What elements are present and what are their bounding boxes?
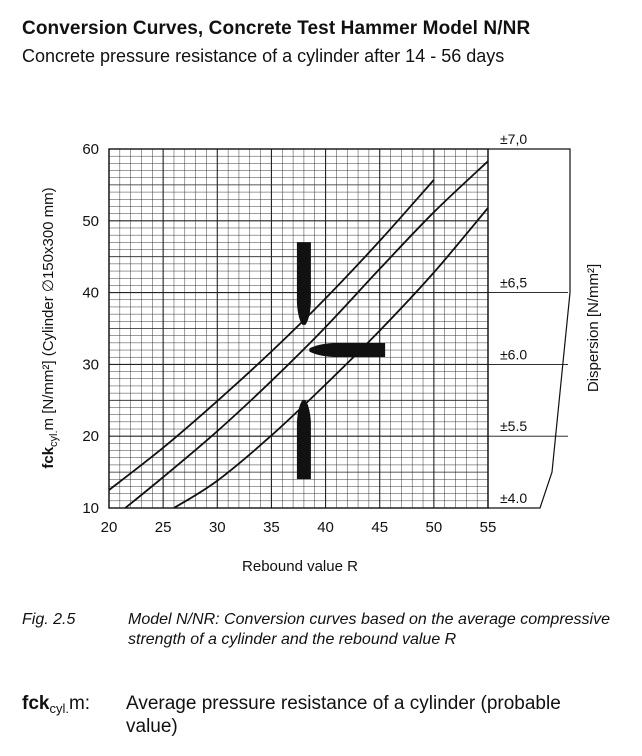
y-axis-label-main: fck <box>40 446 57 468</box>
y-axis-label-sub: cyl. <box>48 430 60 447</box>
hammer-down-marker <box>296 242 311 325</box>
x-tick-labels: 20 25 30 35 40 45 50 55 <box>101 519 497 536</box>
x-tick-label: 50 <box>426 519 443 536</box>
conversion-curves <box>108 160 489 509</box>
x-tick-label: 40 <box>317 519 334 536</box>
dispersion-label: ±4.0 <box>500 490 527 506</box>
x-tick-label: 20 <box>101 519 118 536</box>
x-tick-label: 35 <box>263 519 280 536</box>
x-tick-label: 55 <box>480 519 497 536</box>
hammer-left-marker <box>309 343 386 358</box>
conversion-curve <box>173 207 489 509</box>
y-tick-label: 30 <box>82 356 99 373</box>
legend-definition: Average pressure resistance of a cylinde… <box>126 693 561 737</box>
conversion-curve <box>124 160 489 509</box>
page-title: Conversion Curves, Concrete Test Hammer … <box>22 18 531 39</box>
page-subtitle: Concrete pressure resistance of a cylind… <box>22 46 505 66</box>
caption-number: Fig. 2.5 <box>22 611 76 628</box>
x-axis-label: Rebound value R <box>242 558 358 575</box>
dispersion-label: ±6,5 <box>500 275 527 291</box>
y-tick-label: 20 <box>82 428 99 445</box>
y-tick-label: 50 <box>82 213 99 230</box>
conversion-curve <box>108 179 435 491</box>
caption-text: Model N/NR: Conversion curves based on t… <box>128 611 611 648</box>
x-tick-label: 30 <box>209 519 226 536</box>
x-tick-label: 45 <box>371 519 388 536</box>
x-tick-label: 25 <box>155 519 172 536</box>
legend-symbol-tail: m: <box>68 693 91 714</box>
dispersion-label: ±5.5 <box>500 418 527 434</box>
dispersion-label: ±7,0 <box>500 131 527 147</box>
right-axis-label: Dispersion [N/mm²] <box>585 264 602 392</box>
legend-symbol: fckcyl.m: <box>22 692 90 720</box>
dispersion-labels: ±7,0 ±6,5 ±6.0 ±5.5 ±4.0 <box>500 131 527 506</box>
dispersion-panel <box>488 148 571 509</box>
y-tick-label: 10 <box>82 500 99 517</box>
y-tick-label: 60 <box>82 141 99 158</box>
legend-symbol-sub: cyl. <box>49 701 69 716</box>
plot-frame <box>108 148 489 509</box>
y-axis-label: fckcyl.m [N/mm²] (Cylinder ∅150x300 mm) <box>40 187 60 468</box>
y-tick-label: 40 <box>82 285 99 302</box>
y-tick-labels: 10 20 30 40 50 60 <box>82 141 99 517</box>
hammer-markers <box>296 242 386 480</box>
hammer-up-marker <box>296 400 311 480</box>
dispersion-panel-outline <box>488 148 571 509</box>
y-axis-label-rest: m [N/mm²] (Cylinder ∅150x300 mm) <box>40 187 57 430</box>
legend-symbol-main: fck <box>22 693 50 714</box>
dispersion-label: ±6.0 <box>500 346 527 362</box>
